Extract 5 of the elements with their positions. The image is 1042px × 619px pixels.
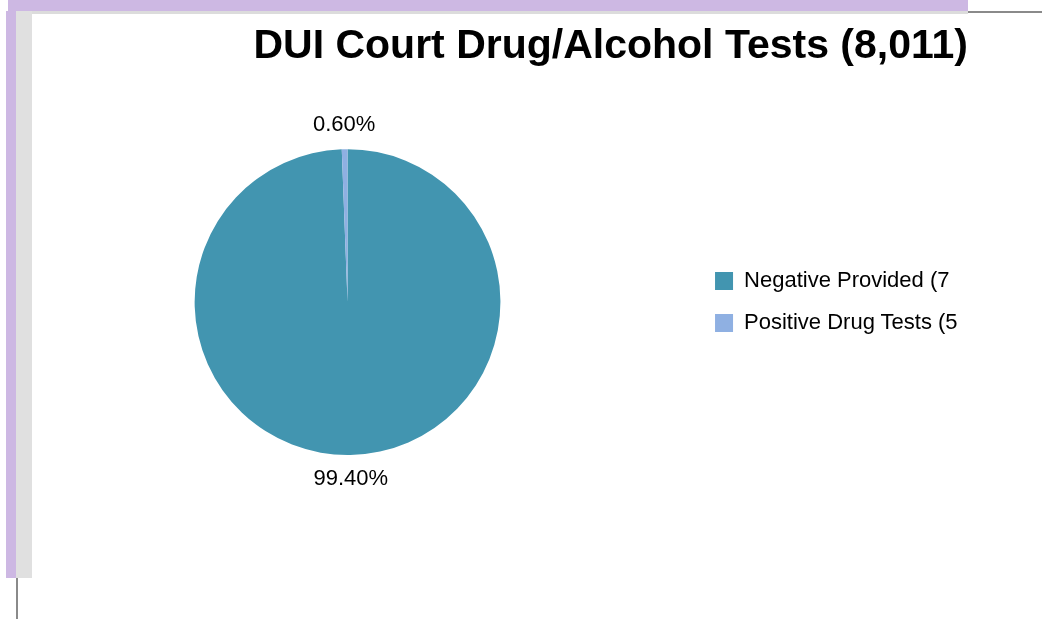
legend-label: Negative Provided (7 [744,267,950,293]
chart-title: DUI Court Drug/Alcohol Tests (8,011) [253,20,968,67]
legend-label: Positive Drug Tests (5 [744,309,958,335]
data-label: 99.40% [313,465,389,491]
data-label: 0.60% [312,111,376,137]
